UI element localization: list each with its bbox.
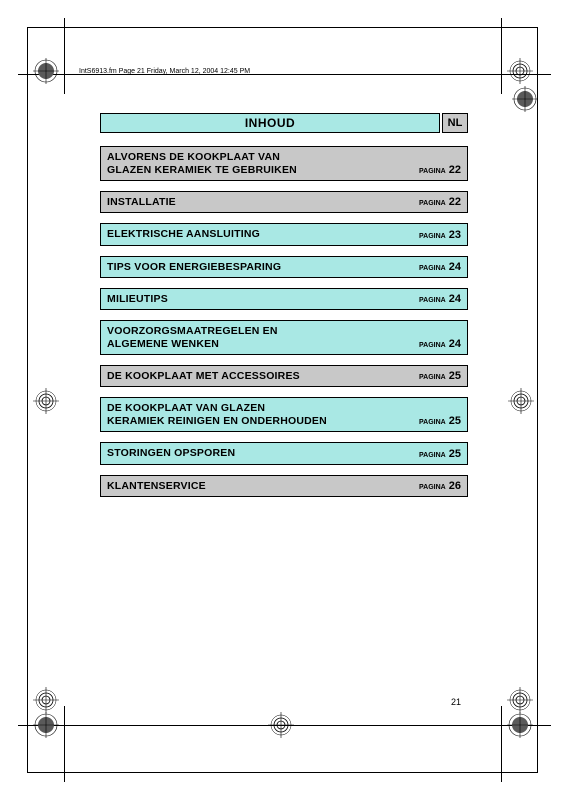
toc-row: INSTALLATIE PAGINA22 xyxy=(100,191,468,213)
toc-label: VOORZORGSMAATREGELEN ENALGEMENE WENKEN xyxy=(107,325,278,351)
toc-page-label: PAGINA xyxy=(419,374,446,381)
toc-label: TIPS VOOR ENERGIEBESPARING xyxy=(107,261,281,274)
toc-page-ref: PAGINA22 xyxy=(419,164,461,177)
registration-mark-icon xyxy=(33,687,59,713)
toc-page-label: PAGINA xyxy=(419,168,446,175)
page-number: 21 xyxy=(451,697,461,707)
toc-row: VOORZORGSMAATREGELEN ENALGEMENE WENKEN PA… xyxy=(100,320,468,355)
toc-label: DE KOOKPLAAT MET ACCESSOIRES xyxy=(107,370,300,383)
toc-page-ref: PAGINA22 xyxy=(419,196,461,209)
toc-page-label: PAGINA xyxy=(419,200,446,207)
toc-label: STORINGEN OPSPOREN xyxy=(107,447,235,460)
crop-line xyxy=(501,706,502,782)
title-row: INHOUD NL xyxy=(100,113,468,133)
registration-mark-icon xyxy=(33,712,59,738)
toc-row: MILIEUTIPS PAGINA24 xyxy=(100,288,468,310)
toc-page-ref: PAGINA26 xyxy=(419,480,461,493)
toc-page-number: 24 xyxy=(449,261,461,273)
registration-mark-icon xyxy=(507,712,533,738)
registration-mark-icon xyxy=(268,712,294,738)
toc-page-label: PAGINA xyxy=(419,342,446,349)
registration-mark-icon xyxy=(507,58,533,84)
toc-label: ALVORENS DE KOOKPLAAT VANGLAZEN KERAMIEK… xyxy=(107,151,297,177)
title-language: NL xyxy=(442,113,468,133)
registration-mark-icon xyxy=(508,388,534,414)
registration-mark-icon xyxy=(507,687,533,713)
toc-page-label: PAGINA xyxy=(419,419,446,426)
toc-page-ref: PAGINA25 xyxy=(419,415,461,428)
toc-page-number: 24 xyxy=(449,338,461,350)
toc-page-ref: PAGINA24 xyxy=(419,293,461,306)
toc-row: ALVORENS DE KOOKPLAAT VANGLAZEN KERAMIEK… xyxy=(100,146,468,181)
crop-line xyxy=(18,74,551,75)
toc-page-label: PAGINA xyxy=(419,265,446,272)
toc-page-number: 25 xyxy=(449,448,461,460)
toc-page-number: 25 xyxy=(449,370,461,382)
toc-page-ref: PAGINA24 xyxy=(419,338,461,351)
toc-page-label: PAGINA xyxy=(419,452,446,459)
table-of-contents: ALVORENS DE KOOKPLAAT VANGLAZEN KERAMIEK… xyxy=(100,146,468,507)
toc-page-label: PAGINA xyxy=(419,233,446,240)
toc-page-label: PAGINA xyxy=(419,297,446,304)
toc-page-number: 26 xyxy=(449,480,461,492)
title-inhoud: INHOUD xyxy=(100,113,440,133)
toc-label: ELEKTRISCHE AANSLUITING xyxy=(107,228,260,241)
toc-row: DE KOOKPLAAT MET ACCESSOIRES PAGINA25 xyxy=(100,365,468,387)
toc-page-ref: PAGINA25 xyxy=(419,448,461,461)
toc-row: KLANTENSERVICE PAGINA26 xyxy=(100,475,468,497)
toc-page-ref: PAGINA23 xyxy=(419,229,461,242)
toc-page-ref: PAGINA24 xyxy=(419,261,461,274)
toc-page-number: 22 xyxy=(449,164,461,176)
toc-page-label: PAGINA xyxy=(419,484,446,491)
toc-label: MILIEUTIPS xyxy=(107,293,168,306)
toc-page-number: 22 xyxy=(449,196,461,208)
toc-label: INSTALLATIE xyxy=(107,196,176,209)
toc-row: TIPS VOOR ENERGIEBESPARING PAGINA24 xyxy=(100,256,468,278)
toc-page-ref: PAGINA25 xyxy=(419,370,461,383)
toc-page-number: 23 xyxy=(449,229,461,241)
registration-mark-icon xyxy=(33,58,59,84)
toc-label: KLANTENSERVICE xyxy=(107,480,206,493)
toc-page-number: 24 xyxy=(449,293,461,305)
registration-mark-icon xyxy=(512,86,538,112)
toc-page-number: 25 xyxy=(449,415,461,427)
crop-line xyxy=(501,18,502,94)
toc-row: STORINGEN OPSPOREN PAGINA25 xyxy=(100,442,468,464)
crop-line xyxy=(64,18,65,94)
registration-mark-icon xyxy=(33,388,59,414)
crop-line xyxy=(64,706,65,782)
toc-row: ELEKTRISCHE AANSLUITING PAGINA23 xyxy=(100,223,468,245)
toc-row: DE KOOKPLAAT VAN GLAZENKERAMIEK REINIGEN… xyxy=(100,397,468,432)
toc-label: DE KOOKPLAAT VAN GLAZENKERAMIEK REINIGEN… xyxy=(107,402,327,428)
